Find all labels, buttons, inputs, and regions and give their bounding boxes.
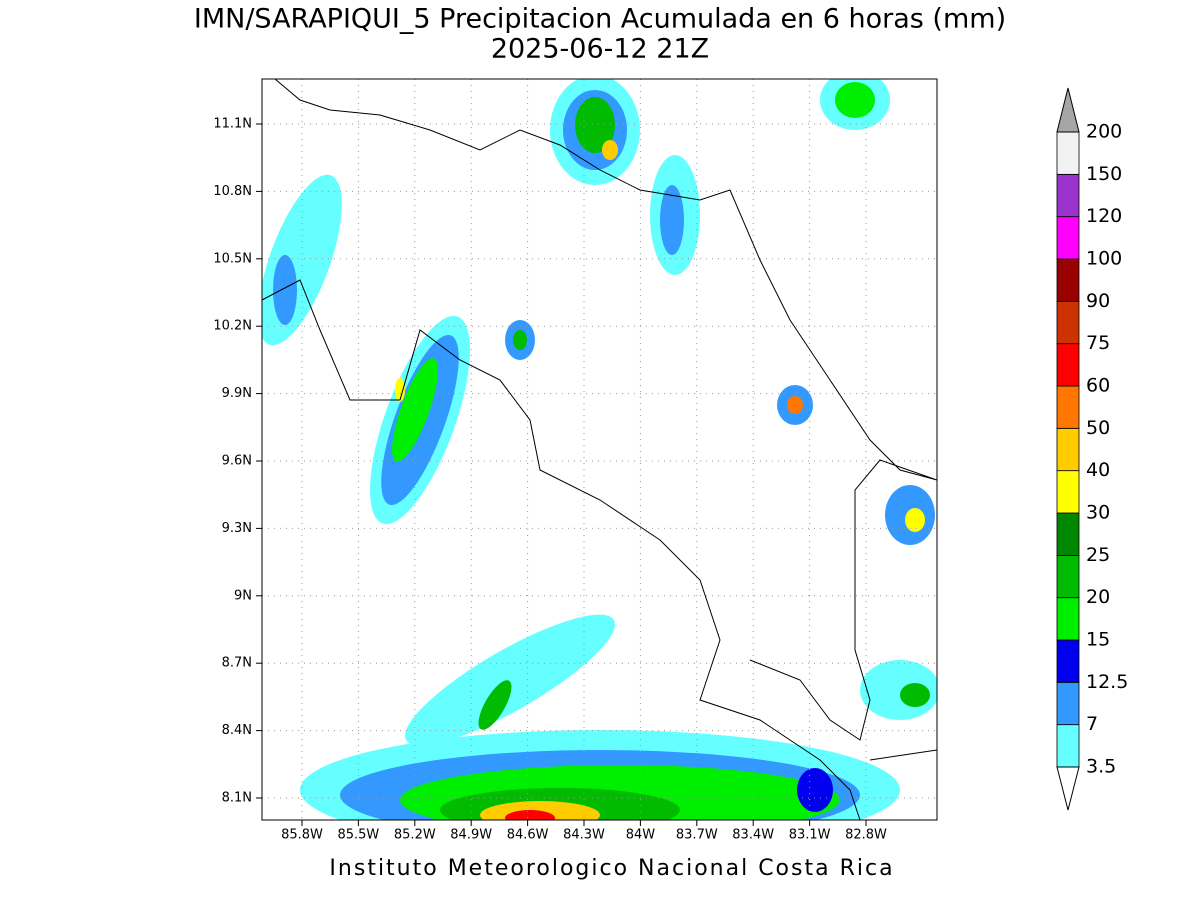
lon-label: 83.7W: [676, 828, 718, 843]
lat-label: 9.3N: [222, 521, 252, 536]
colorbar-label: 200: [1086, 121, 1122, 143]
colorbar-label: 40: [1086, 459, 1110, 481]
map-frame: [261, 78, 938, 821]
lat-label: 10.5N: [213, 251, 252, 266]
colorbar-box: [1056, 470, 1080, 514]
colorbar-label: 75: [1086, 332, 1110, 354]
colorbar-box: [1056, 385, 1080, 429]
colorbar-box: [1056, 512, 1080, 556]
lon-label: 82.8W: [845, 828, 887, 843]
lat-label: 11.1N: [213, 117, 252, 132]
colorbar-label: 150: [1086, 163, 1122, 185]
lon-label: 84.3W: [563, 828, 605, 843]
lat-label: 8.1N: [222, 791, 252, 806]
colorbar-label: 120: [1086, 205, 1122, 227]
lon-label: 85.8W: [281, 828, 323, 843]
colorbar-box: [1056, 597, 1080, 641]
grid: [256, 79, 937, 826]
colorbar-box: [1056, 258, 1080, 302]
lon-label: 83.4W: [732, 828, 774, 843]
lon-label: 85.2W: [394, 828, 436, 843]
lon-label: 83.1W: [789, 828, 831, 843]
colorbar-label: 15: [1086, 629, 1110, 651]
colorbar-box: [1056, 300, 1080, 345]
coastline: [262, 79, 937, 820]
colorbar-label: 100: [1086, 248, 1122, 270]
colorbar-box: [1056, 216, 1080, 260]
lon-label: 84.6W: [507, 828, 549, 843]
colorbar-label: 3.5: [1086, 756, 1116, 778]
lon-label: 84W: [626, 828, 656, 843]
lat-label: 8.7N: [222, 656, 252, 671]
colorbar-over: [1056, 87, 1080, 133]
colorbar-under: [1056, 766, 1080, 811]
colorbar-label: 25: [1086, 544, 1110, 566]
colorbar-label: 90: [1086, 290, 1110, 312]
colorbar-label: 12.5: [1086, 671, 1128, 693]
lon-label: 84.9W: [450, 828, 492, 843]
footer-credit: Instituto Meteorologico Nacional Costa R…: [329, 856, 894, 881]
colorbar-box: [1056, 639, 1080, 683]
lat-label: 9N: [234, 588, 252, 603]
colorbar-box: [1056, 343, 1080, 387]
colorbar-box: [1056, 131, 1080, 175]
colorbar-label: 7: [1086, 713, 1098, 735]
colorbar-box: [1056, 173, 1080, 218]
colorbar-label: 60: [1086, 375, 1110, 397]
colorbar-label: 20: [1086, 586, 1110, 608]
lat-label: 10.2N: [213, 319, 252, 334]
colorbar-label: 30: [1086, 502, 1110, 524]
colorbar-label: 50: [1086, 417, 1110, 439]
lat-label: 9.6N: [222, 454, 252, 469]
lon-label: 85.5W: [337, 828, 379, 843]
title: IMN/SARAPIQUI_5 Precipitacion Acumulada …: [194, 4, 1006, 35]
colorbar-box: [1056, 427, 1080, 472]
colorbar-box: [1056, 724, 1080, 768]
colorbar-box: [1056, 681, 1080, 726]
precip-field: [262, 79, 937, 820]
lat-label: 8.4N: [222, 723, 252, 738]
lat-label: 9.9N: [222, 386, 252, 401]
subtitle: 2025-06-12 21Z: [491, 34, 709, 65]
colorbar: [1056, 87, 1080, 811]
lat-label: 10.8N: [213, 184, 252, 199]
colorbar-box: [1056, 554, 1080, 599]
